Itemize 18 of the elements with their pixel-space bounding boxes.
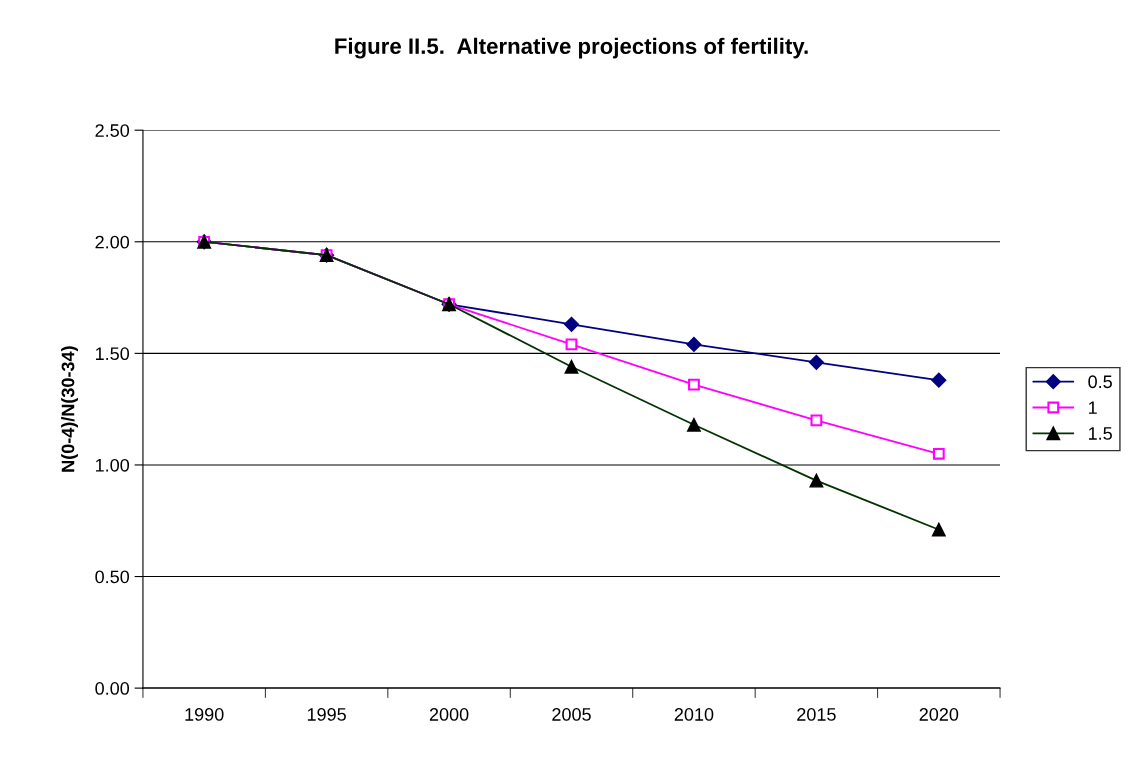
y-tick-label: 0.50 (95, 570, 130, 584)
y-axis-title: N(0-4)/N(30-34) (61, 346, 78, 472)
x-tick-label: 1990 (185, 708, 224, 721)
y-tick-label: 1.00 (95, 458, 130, 472)
x-tick-label: 2000 (429, 708, 469, 721)
legend-label: 0.5 (1088, 375, 1112, 389)
x-tick-label: 2010 (674, 708, 714, 721)
legend-label: 1 (1088, 401, 1097, 414)
chart-title: Figure II.5. Alternative projections of fertility. (335, 37, 808, 59)
legend-label: 1.5 (1088, 427, 1112, 440)
x-tick-label: 2015 (797, 708, 836, 721)
y-tick-label: 1.50 (95, 347, 130, 361)
x-tick-label: 1995 (307, 708, 346, 721)
y-tick-label: 2.50 (95, 124, 130, 137)
y-tick-label: 0.00 (95, 682, 130, 695)
x-tick-label: 2020 (919, 708, 959, 721)
x-tick-label: 2005 (552, 708, 591, 721)
y-tick-label: 2.00 (95, 235, 130, 249)
